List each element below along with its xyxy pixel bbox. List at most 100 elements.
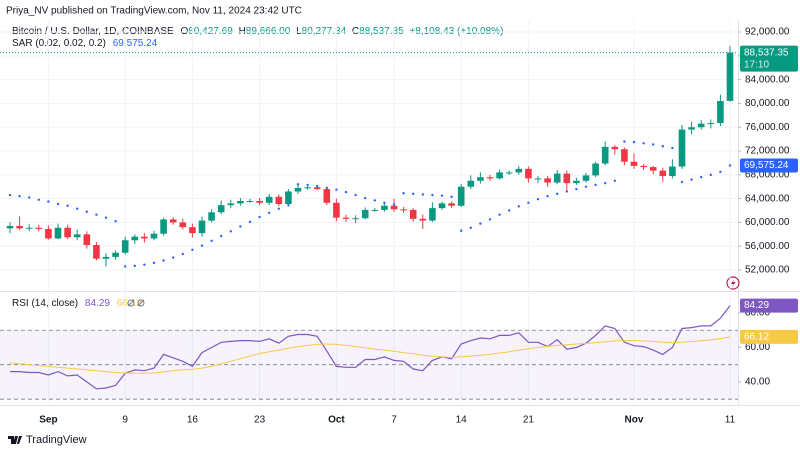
candle-body (141, 236, 148, 239)
sar-dot (191, 248, 194, 251)
sar-dot (632, 140, 636, 144)
ohlc-key: O (181, 26, 189, 37)
candle-body (150, 233, 158, 239)
candle-body (477, 177, 484, 181)
candle-body (419, 218, 427, 221)
sar-dot (680, 180, 684, 184)
sar-dot (76, 207, 79, 210)
candle-body (573, 180, 580, 184)
candle-body (361, 209, 369, 219)
ohlc-key: H (239, 26, 246, 37)
candle-body (237, 200, 244, 204)
rsi-ma-value: 66.12 (117, 298, 142, 309)
sar-dot (671, 146, 674, 150)
rsi-ma-badge-bg (740, 329, 798, 344)
candle-body (112, 252, 119, 257)
candle-body (371, 209, 379, 211)
sar-dot (728, 164, 732, 167)
candle-body (64, 227, 71, 238)
candle-body (333, 202, 340, 218)
candle-body (285, 191, 292, 204)
candle-body (429, 208, 436, 221)
candle-body (621, 149, 628, 162)
candle-body (381, 205, 388, 210)
sar-dot (181, 252, 184, 256)
sar-dot (498, 213, 501, 216)
sar-dot (700, 175, 703, 179)
sar-dot (527, 201, 530, 204)
y-tick-label: 68,000.00 (745, 169, 790, 180)
x-tick-label: 14 (456, 415, 468, 426)
x-tick-label: Nov (625, 415, 644, 426)
sar-dot (479, 222, 482, 225)
sar-dot (335, 188, 338, 191)
symbol-title: Bitcoin / U.S. Dollar, 1D, COINBASE (12, 26, 174, 37)
x-tick-label: Oct (328, 415, 345, 426)
brand-logo (8, 436, 22, 444)
candle-body (313, 187, 321, 190)
sar-dot (460, 229, 463, 232)
ohlc-key: L (296, 26, 302, 37)
sar-dot (316, 184, 319, 188)
candle-body (217, 205, 225, 213)
sar-dot (287, 203, 290, 207)
sar-dot (604, 181, 607, 185)
sar-dot (575, 187, 578, 191)
candle-body (169, 219, 177, 223)
sar-dot (133, 264, 136, 268)
y-tick-label: 92,000.00 (745, 27, 790, 38)
candle-body (534, 178, 542, 180)
sar-dot (268, 211, 271, 215)
y-tick-label: 80.00 (745, 308, 770, 319)
candle-body (640, 165, 647, 168)
sar-dot (277, 207, 280, 210)
candle-body (275, 196, 283, 204)
x-tick-label: 16 (187, 415, 199, 426)
candle-body (35, 227, 43, 229)
sar-dot (37, 198, 40, 202)
y-tick-label: 56,000.00 (745, 241, 790, 252)
sar-dot (47, 200, 50, 203)
sar-dot (450, 195, 453, 199)
candle-body (496, 172, 503, 179)
candle-body (592, 163, 599, 176)
y-tick-label: 84,000.00 (745, 74, 790, 85)
sar-dot (709, 173, 712, 177)
candle-body (457, 186, 465, 206)
sar-dot (536, 198, 540, 201)
sar-dot (162, 259, 165, 262)
y-tick-label: 52,000.00 (745, 265, 790, 276)
candle-body (611, 146, 619, 150)
sar-dot (652, 143, 655, 146)
rsi-legend: RSI (14, close) 84.29 66.12 (12, 298, 142, 309)
sar-dot (344, 190, 348, 194)
candle-body (697, 123, 705, 128)
brand-name: TradingView (26, 434, 87, 446)
y-tick-label: 76,000.00 (745, 122, 790, 133)
candle-body (688, 127, 695, 130)
sar-dot (383, 201, 386, 204)
x-tick-label: 9 (122, 415, 128, 426)
candle-body (323, 189, 331, 203)
y-tick-label: 40.00 (745, 377, 770, 388)
sar-dot (661, 145, 664, 148)
y-tick-label: 60,000.00 (745, 217, 790, 228)
sar-dot (85, 210, 89, 213)
sar-dot (546, 195, 549, 198)
candle-body (630, 161, 638, 166)
candle-body (409, 209, 417, 219)
candle-body (582, 175, 590, 181)
candle-body (707, 123, 715, 125)
sar-dot (56, 202, 60, 206)
last-price-badge-bg (740, 45, 798, 72)
candle-body (6, 225, 14, 229)
candle-body (669, 166, 676, 177)
candle-body (304, 187, 311, 189)
candle-body (227, 203, 235, 206)
rsi-title: RSI (14, close) (12, 298, 78, 309)
candle-body (198, 220, 206, 234)
sar-dot (95, 213, 98, 216)
candle-body (390, 205, 398, 210)
sar-dot (306, 183, 309, 187)
candle-body (486, 177, 494, 179)
